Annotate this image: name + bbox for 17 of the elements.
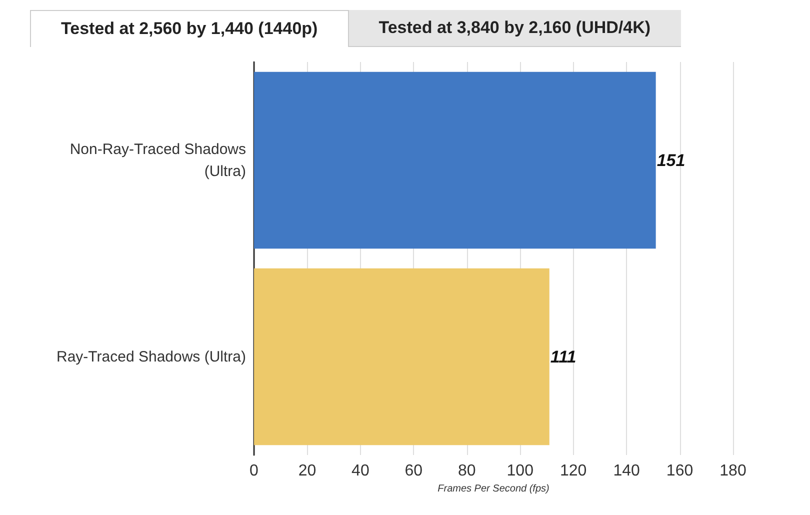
x-axis-title: Frames Per Second (fps) xyxy=(438,483,550,494)
x-tick-label: 120 xyxy=(560,462,587,480)
x-tick-label: 140 xyxy=(613,462,640,480)
text: Tested at 3,840 by 2,160 (UHD/4K) xyxy=(348,10,681,47)
text: Tested at 2,560 by 1,440 (1440p) xyxy=(30,10,349,47)
data-label: 151 xyxy=(656,150,686,170)
x-tick-label: 60 xyxy=(404,462,423,480)
x-tick-label: 180 xyxy=(720,462,746,480)
x-tick-label: 100 xyxy=(506,462,534,480)
x-tick-label: 0 xyxy=(250,462,259,480)
y-tick-label: Ray-Traced Shadows (Ultra) xyxy=(56,348,246,366)
y-tick-label: Non-Ray-Traced Shadows (Ultra) xyxy=(70,140,246,180)
x-tick-label: 20 xyxy=(298,462,316,480)
x-tick-label: 40 xyxy=(352,462,370,480)
x-tick-label: 80 xyxy=(458,462,476,480)
x-tick-label: 160 xyxy=(666,462,694,480)
data-label: 111 xyxy=(550,347,576,366)
